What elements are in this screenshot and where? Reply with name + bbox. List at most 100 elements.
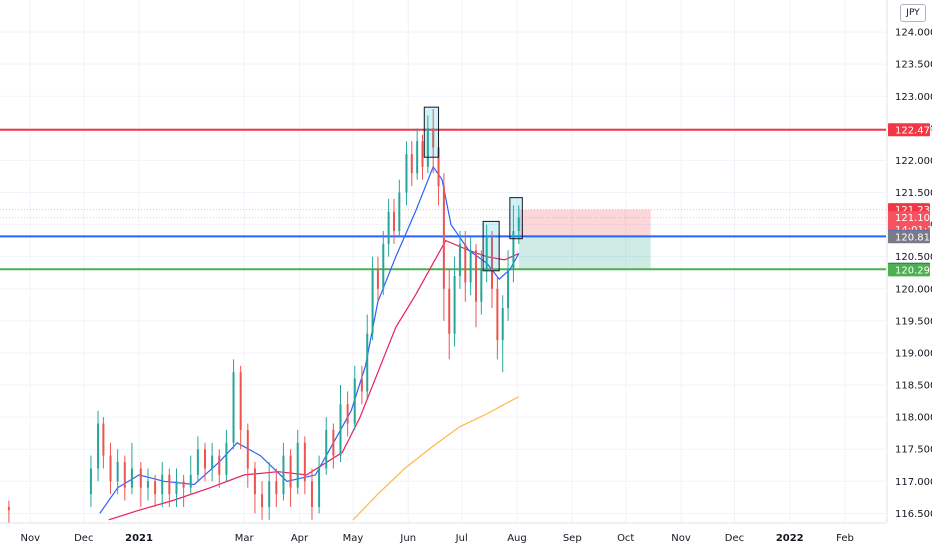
candle (253, 462, 256, 514)
badge-value: 121.108 (895, 213, 932, 224)
price-tick-label: 118.500 (895, 381, 932, 392)
time-tick-label: 2021 (125, 533, 153, 544)
box-july-mid (482, 220, 500, 272)
candle (426, 115, 429, 174)
candle-body (387, 211, 390, 244)
badge-value: 122.478 (895, 125, 932, 136)
candle (332, 423, 335, 469)
candle-body (517, 217, 520, 232)
price-tick-label: 123.500 (895, 60, 932, 71)
badge-120810: 120.810 (888, 230, 932, 244)
time-tick-label: Dec (725, 533, 744, 544)
box-june-top (423, 106, 440, 158)
time-tick-label: Nov (671, 533, 691, 544)
candle (225, 429, 228, 482)
candle (89, 455, 92, 507)
candle-body (7, 506, 10, 511)
time-tick-label: Sep (563, 533, 582, 544)
candle (496, 275, 499, 360)
badge-value: 120.810 (895, 232, 932, 243)
candle (382, 231, 385, 296)
candle (218, 449, 221, 488)
candle (282, 442, 285, 501)
candle-body (89, 468, 92, 495)
candle (474, 243, 477, 328)
candle (123, 455, 126, 501)
candle-body (139, 468, 142, 488)
candle-body (332, 429, 335, 456)
candle-body (512, 231, 515, 270)
candle-body (318, 468, 321, 507)
candle-body (353, 378, 356, 424)
candle (239, 365, 242, 450)
ma-long-line (352, 396, 520, 521)
candle-body (146, 481, 149, 488)
candle-body (168, 474, 171, 495)
candle (204, 442, 207, 482)
badge-bg (888, 230, 930, 244)
candle (410, 141, 413, 187)
candle (261, 481, 264, 520)
candle (139, 462, 142, 507)
time-axis[interactable]: Nov Dec 2021 Mar Apr May Jun Jul Aug Sep Oct Nov Dec… (0, 522, 932, 550)
candle (246, 423, 249, 488)
candle (464, 231, 467, 302)
price-tick-label: 124.000 (895, 28, 932, 39)
candle (376, 256, 379, 302)
candle (405, 141, 408, 206)
candle-body (232, 372, 235, 443)
candle (458, 231, 461, 289)
price-tick-label: 117.500 (895, 445, 932, 456)
rectangle-boxes[interactable] (423, 106, 523, 272)
candle (416, 128, 419, 180)
currency-badge[interactable]: JPY (900, 4, 926, 22)
candle-body (182, 481, 185, 488)
time-tick-label: Apr (291, 533, 309, 544)
ma-slow-line (108, 239, 520, 521)
candle-body (339, 404, 342, 456)
time-tick-label: Jun (399, 533, 416, 544)
time-tick-label: Dec (74, 533, 93, 544)
candle-body (218, 455, 221, 475)
candle-body (253, 468, 256, 495)
candle-body (116, 462, 119, 482)
candle-body (109, 455, 112, 482)
candle (109, 442, 112, 495)
price-tick-label: 116.500 (895, 509, 932, 520)
candle (268, 462, 271, 520)
candle-body (496, 288, 499, 341)
candle (517, 205, 520, 244)
candle-body (382, 243, 385, 289)
candle-body (123, 462, 126, 488)
candle-body (416, 141, 419, 174)
candle-body (296, 442, 299, 488)
candle-body (507, 269, 510, 309)
candle (507, 250, 510, 321)
stop-zone (518, 209, 651, 237)
candle (97, 410, 100, 482)
price-tick-label: 120.500 (895, 252, 932, 263)
price-tick-label: 120.000 (895, 284, 932, 295)
candle (116, 449, 119, 495)
candle (211, 442, 214, 482)
time-tick-label: Nov (21, 533, 41, 544)
candle-body (474, 250, 477, 302)
badge-value: 120.294 (895, 265, 932, 276)
candle (346, 391, 349, 437)
candle-body (310, 481, 313, 507)
candle-body (432, 128, 435, 148)
candle-body (303, 442, 306, 482)
candle (480, 250, 483, 315)
candle (161, 462, 164, 507)
candle-body (196, 449, 199, 475)
badge-120294: 120.294 (888, 263, 932, 277)
candle (353, 365, 356, 430)
candle (275, 468, 278, 507)
candle (146, 468, 149, 501)
candle (512, 205, 515, 283)
candle-body (480, 269, 483, 302)
candle-body (405, 154, 408, 193)
candle (102, 417, 105, 469)
